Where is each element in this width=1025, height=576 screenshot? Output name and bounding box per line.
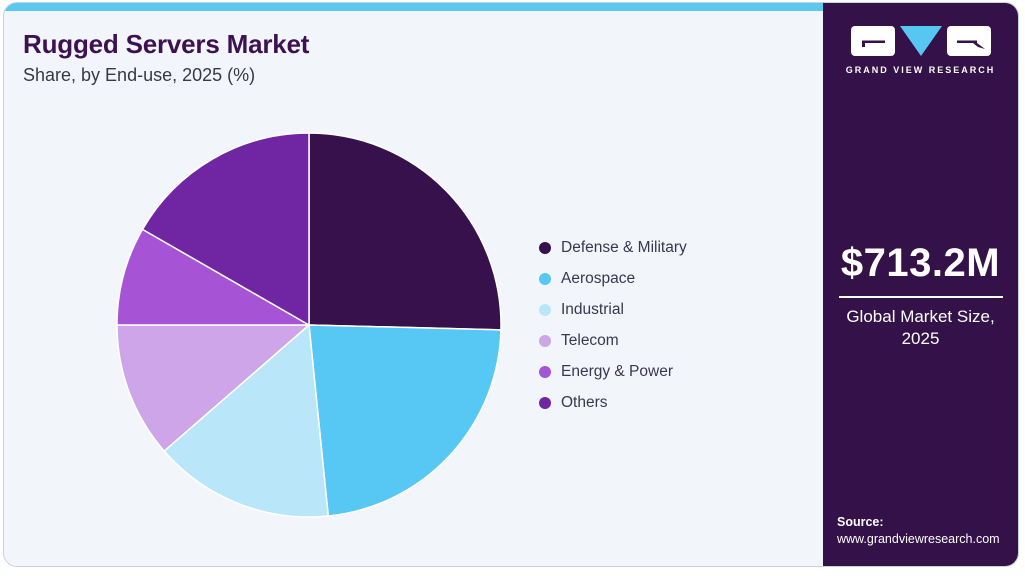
legend-label: Telecom <box>561 331 619 349</box>
source-label: Source: <box>837 515 884 529</box>
page-title: Rugged Servers Market <box>23 29 310 59</box>
legend-label: Industrial <box>561 300 624 318</box>
legend-item-industrial: Industrial <box>539 299 687 320</box>
accent-strip <box>4 3 823 11</box>
logo-g-glyph <box>861 40 885 47</box>
chart-legend: Defense & Military Aerospace Industrial Tel… <box>539 237 687 423</box>
gvr-logo-marks <box>823 26 1018 56</box>
gvr-logo: GRAND VIEW RESEARCH <box>823 26 1018 75</box>
market-size-block: $713.2M Global Market Size, 2025 <box>823 241 1018 350</box>
page-subtitle: Share, by End-use, 2025 (%) <box>23 65 256 85</box>
market-size-value: $713.2M <box>840 241 1001 285</box>
legend-dot-energy-power <box>539 365 551 378</box>
legend-dot-aerospace <box>539 272 551 285</box>
legend-item-telecom: Telecom <box>539 330 687 351</box>
pie-slice-others <box>141 132 310 326</box>
pie-slice-industrial <box>163 324 330 518</box>
legend-dot-telecom <box>539 334 551 347</box>
logo-g-block <box>850 26 895 56</box>
legend-item-defense-military: Defense & Military <box>539 237 687 258</box>
legend-item-others: Others <box>539 392 687 413</box>
brand-name: GRAND VIEW RESEARCH <box>845 65 996 75</box>
legend-label: Aerospace <box>561 269 636 287</box>
pie-slice-defense-military <box>308 132 502 331</box>
legend-dot-defense-military <box>539 241 551 254</box>
legend-item-aerospace: Aerospace <box>539 268 687 289</box>
legend-dot-others <box>539 396 551 409</box>
legend-label: Energy & Power <box>561 362 673 380</box>
legend-label: Defense & Military <box>561 238 687 256</box>
sidebar-panel: GRAND VIEW RESEARCH $713.2M Global Marke… <box>823 3 1018 566</box>
legend-dot-industrial <box>539 303 551 316</box>
source-url[interactable]: www.grandviewresearch.com <box>837 532 1000 546</box>
legend-item-energy-power: Energy & Power <box>539 361 687 382</box>
pie-slice-energy-power <box>116 228 310 326</box>
market-size-caption: Global Market Size, 2025 <box>846 307 995 349</box>
chart-section: Rugged Servers Market Share, by End-use,… <box>4 3 823 566</box>
logo-v-triangle <box>899 26 942 56</box>
source-block: Source: www.grandviewresearch.com <box>837 515 1000 546</box>
report-card: Rugged Servers Market Share, by End-use,… <box>3 2 1019 567</box>
legend-label: Others <box>561 393 608 411</box>
chart-header: Rugged Servers Market Share, by End-use,… <box>23 29 309 86</box>
market-size-divider <box>838 296 1003 298</box>
logo-r-glyph <box>956 40 985 49</box>
pie-slice-telecom <box>116 324 310 452</box>
pie-slice-aerospace <box>308 324 502 517</box>
logo-r-block <box>946 26 991 56</box>
pie-chart <box>116 132 502 518</box>
